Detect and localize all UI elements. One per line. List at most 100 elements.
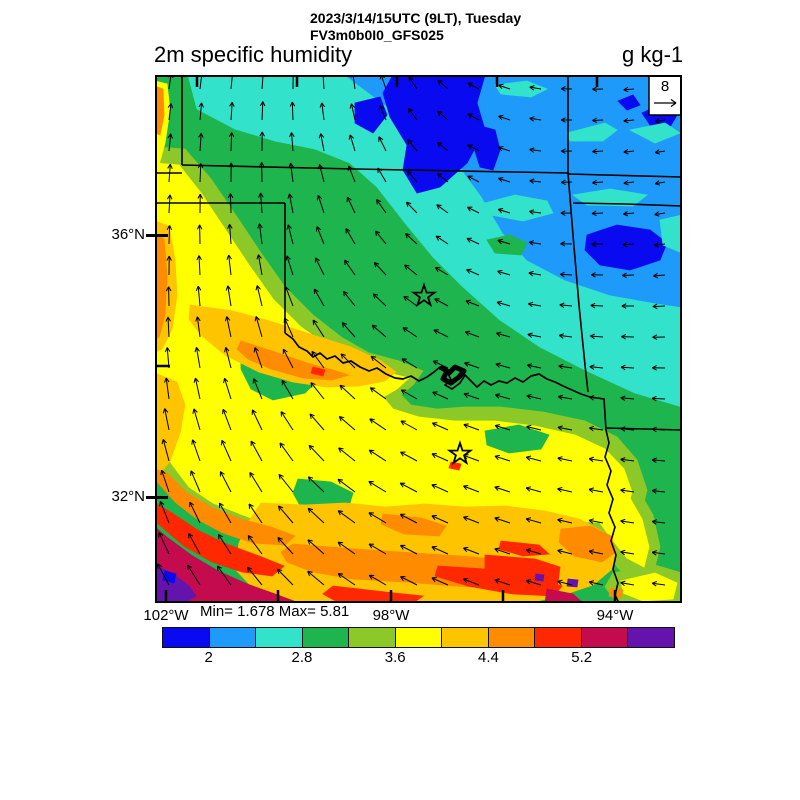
map-frame xyxy=(155,75,682,603)
wind-vector xyxy=(494,454,511,462)
wind-vector xyxy=(218,502,232,524)
wind-vector xyxy=(277,537,294,555)
wind-vector xyxy=(308,444,325,462)
wind-vector xyxy=(495,362,511,369)
wind-vector xyxy=(400,389,418,400)
wind-vector xyxy=(592,148,604,155)
wind-vector xyxy=(431,453,449,462)
state-border xyxy=(604,429,620,604)
wind-vector xyxy=(592,179,604,186)
wind-vector xyxy=(620,549,635,556)
wind-vector xyxy=(193,377,201,400)
wind-vector xyxy=(651,395,666,402)
humidity-region xyxy=(448,461,462,471)
wind-vector xyxy=(436,141,449,152)
wind-vector xyxy=(623,180,635,186)
wind-vector xyxy=(341,322,356,338)
wind-vector xyxy=(463,577,480,586)
wind-vector xyxy=(558,333,573,339)
wind-vector xyxy=(498,83,511,90)
wind-vector xyxy=(434,267,449,276)
wind-vector xyxy=(529,209,542,215)
wind-vector xyxy=(407,107,418,121)
wind-vector xyxy=(164,347,171,369)
wind-vector xyxy=(405,233,418,245)
wind-vector xyxy=(466,237,480,245)
wind-vector xyxy=(399,544,418,555)
humidity-region xyxy=(534,573,545,582)
wind-vector xyxy=(313,288,325,307)
wind-vector xyxy=(466,268,480,276)
wind-vector xyxy=(247,535,263,555)
wind-vector xyxy=(525,455,542,462)
colorbar-segment xyxy=(348,628,395,647)
wind-vector xyxy=(591,241,604,247)
wind-vector xyxy=(344,259,356,276)
wind-vector xyxy=(166,194,173,214)
wind-vector xyxy=(620,426,635,432)
colorbar-segment xyxy=(534,628,581,647)
wind-vector xyxy=(497,208,511,214)
wind-vector xyxy=(498,177,511,183)
wind-vector xyxy=(591,210,604,217)
wind-vector xyxy=(339,384,356,400)
wind-vector xyxy=(307,570,325,586)
wind-vector xyxy=(526,363,542,369)
wind-vector xyxy=(338,416,356,431)
wind-vector xyxy=(400,576,418,586)
wind-vector xyxy=(368,543,387,555)
wind-vector xyxy=(400,451,418,462)
lat-tick-36n xyxy=(146,234,168,237)
wind-vector xyxy=(435,235,449,245)
wind-vector xyxy=(588,456,604,463)
colorbar-segment xyxy=(163,628,209,647)
wind-vector xyxy=(289,132,295,152)
wind-vector xyxy=(338,447,356,462)
humidity-region xyxy=(494,80,548,98)
wind-vector xyxy=(188,532,201,555)
wind-vector xyxy=(560,241,573,247)
wind-vector xyxy=(221,439,232,462)
humidity-region xyxy=(188,304,397,388)
wind-vector xyxy=(622,241,635,248)
wind-vector xyxy=(465,299,480,307)
wind-vector xyxy=(464,330,480,338)
wind-vector xyxy=(494,547,511,555)
wind-vector xyxy=(167,133,173,152)
humidity-region xyxy=(484,424,550,454)
wind-vector xyxy=(525,517,542,524)
wind-vector xyxy=(314,257,325,276)
wind-vector xyxy=(227,223,233,245)
wind-vector xyxy=(620,395,635,401)
wind-vector xyxy=(402,327,418,338)
humidity-region xyxy=(472,124,501,171)
wind-vector xyxy=(371,324,387,338)
humidity-region xyxy=(584,224,668,271)
wind-vector xyxy=(195,285,202,307)
wind-vector xyxy=(467,82,480,90)
wind-vector xyxy=(653,272,666,279)
wind-vector xyxy=(280,411,294,431)
wind-vector xyxy=(407,138,418,152)
wind-vector xyxy=(248,503,263,524)
wind-vector xyxy=(620,364,635,371)
colorbar-tick-label: 3.6 xyxy=(384,649,406,666)
wind-vector xyxy=(525,579,542,586)
wind-vector xyxy=(189,501,201,524)
wind-vector xyxy=(652,303,666,310)
wind-vector xyxy=(651,581,666,587)
wind-vector xyxy=(651,365,666,371)
wind-vector xyxy=(196,255,202,276)
wind-vector xyxy=(337,541,356,555)
wind-vector xyxy=(557,548,573,555)
wind-vector xyxy=(589,395,604,401)
wind-vector xyxy=(373,262,387,276)
wind-vector xyxy=(467,144,480,152)
wind-vector xyxy=(463,423,480,431)
wind-vector xyxy=(223,377,232,400)
wind-vector xyxy=(620,580,635,586)
state-border xyxy=(181,164,569,174)
wind-vector xyxy=(347,165,356,183)
wind-vector xyxy=(432,391,449,400)
